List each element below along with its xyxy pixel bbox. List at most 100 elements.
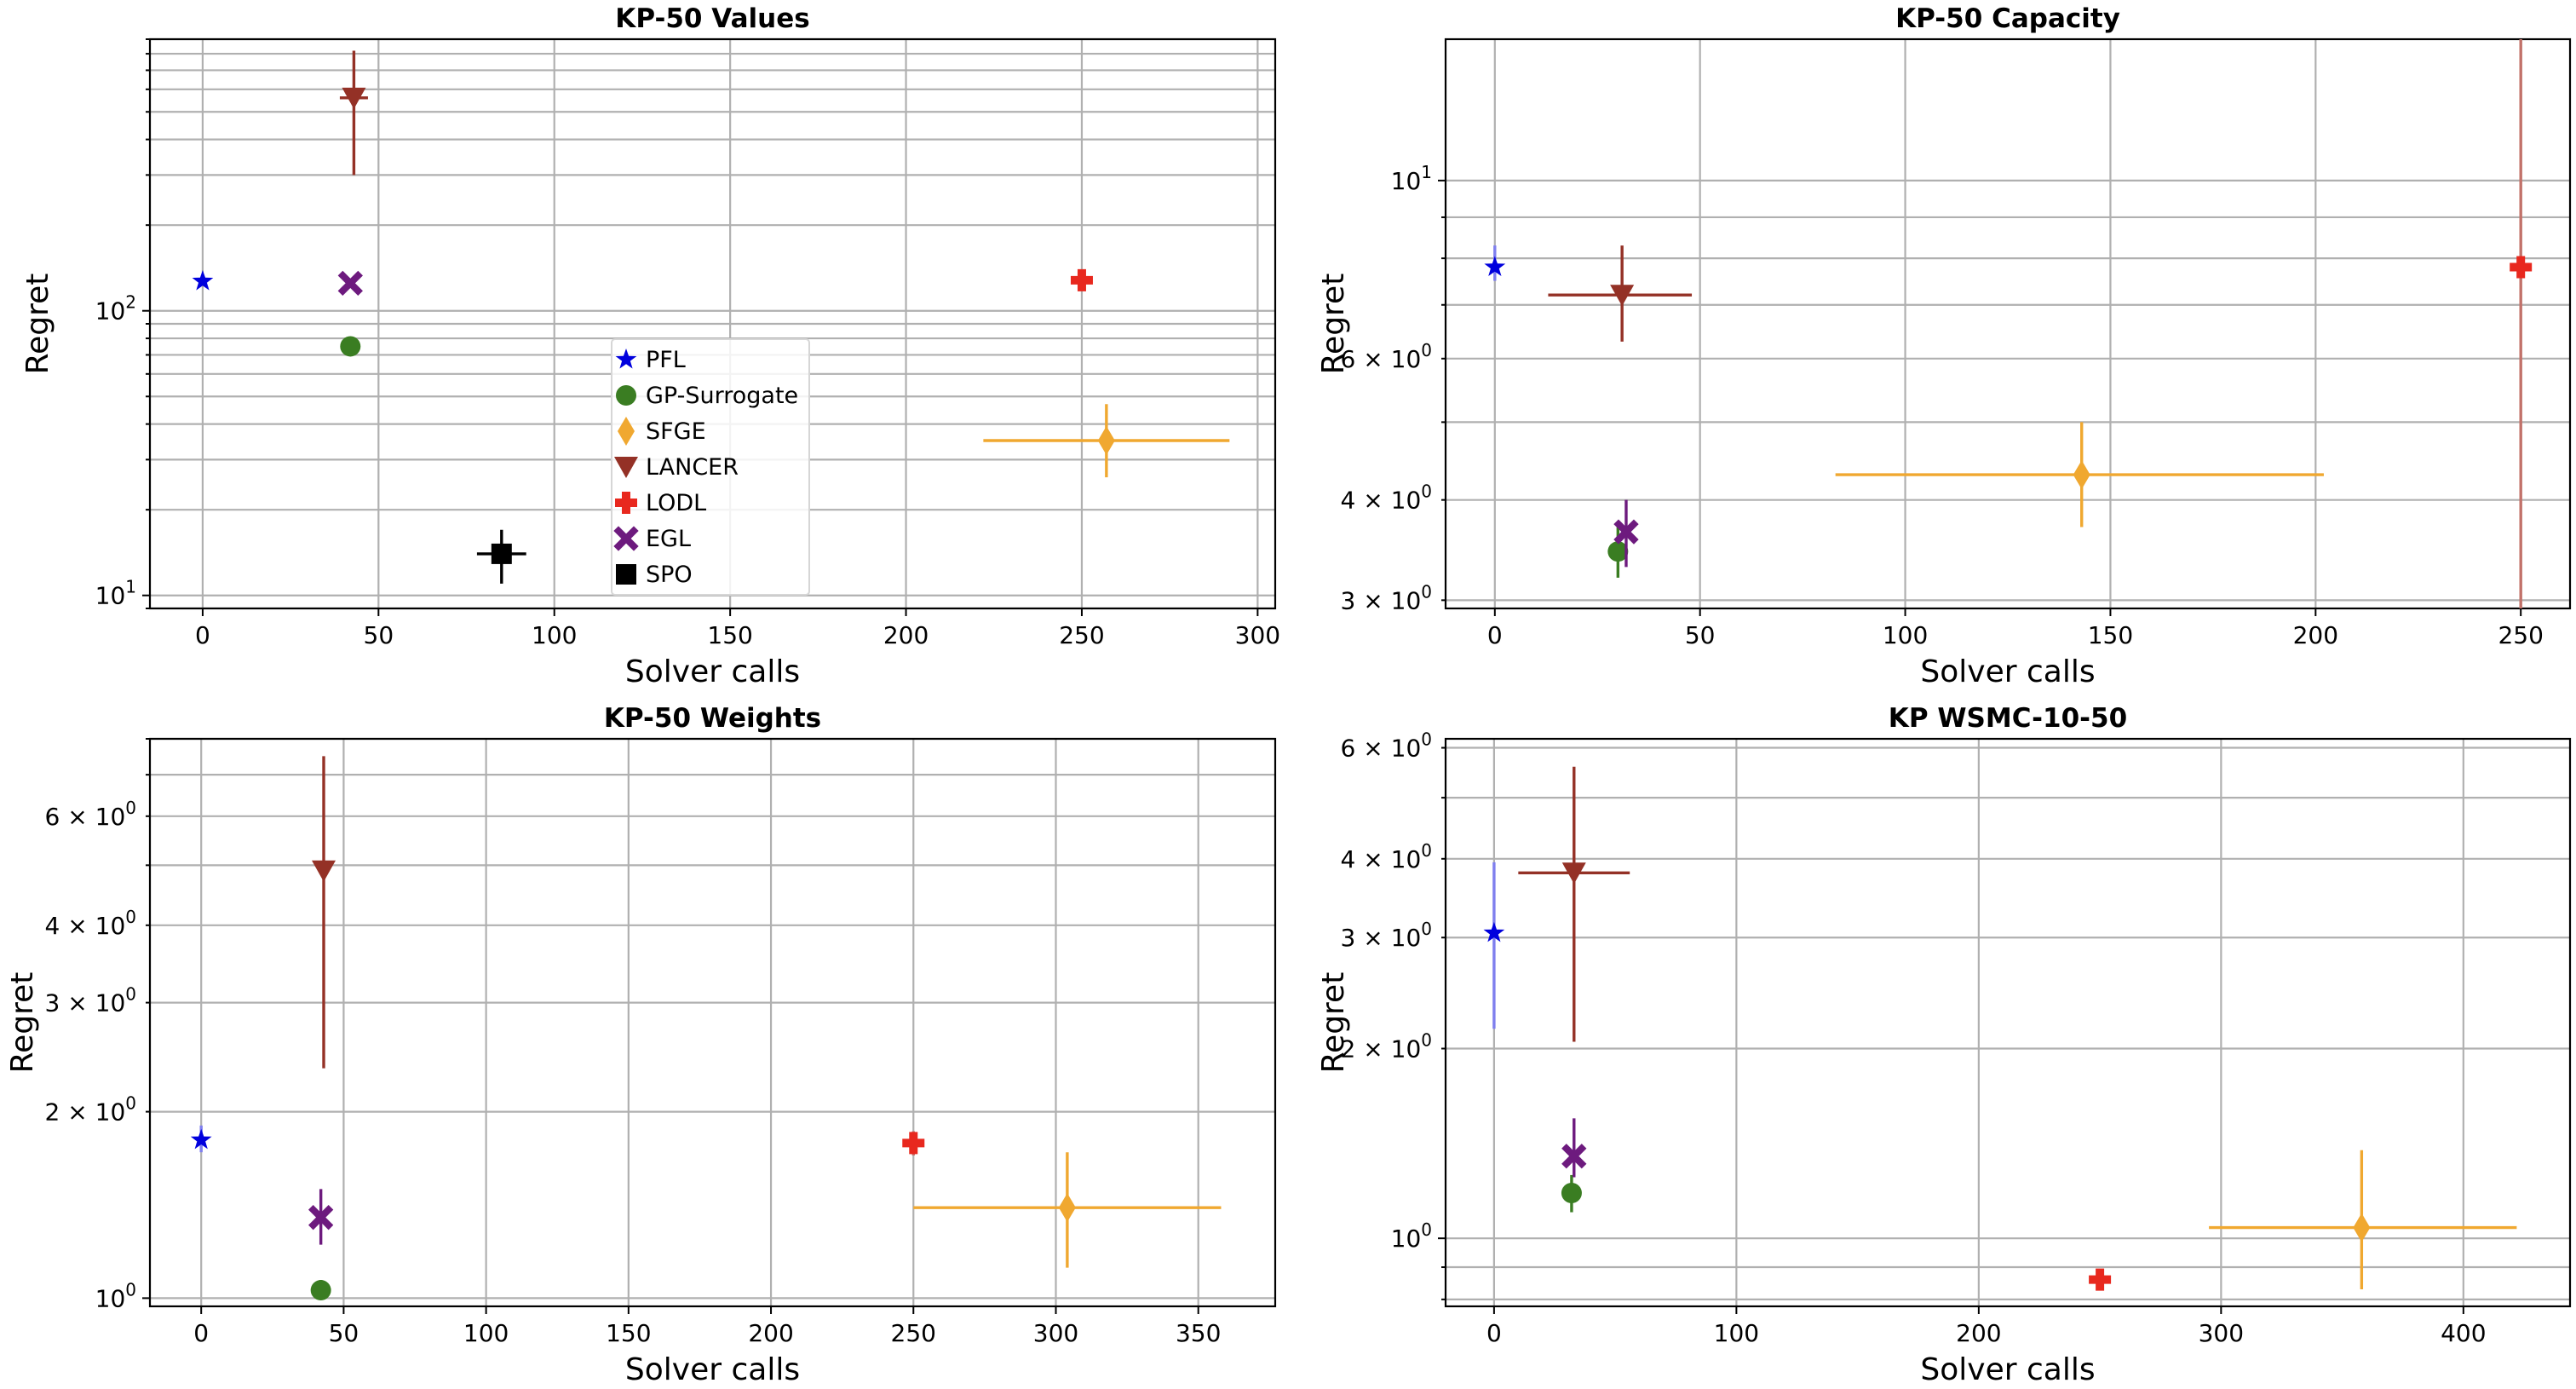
- y-tick-exponent: 0: [125, 907, 136, 927]
- x-tick-label: 0: [195, 621, 210, 649]
- point-gp-surrogate: [1561, 1174, 1582, 1213]
- y-tick-base: 6 × 10: [1341, 735, 1422, 763]
- point-gp-surrogate: [310, 1280, 331, 1301]
- marker-egl: [337, 270, 363, 297]
- x-tick-label: 0: [1487, 621, 1503, 649]
- marker-egl: [308, 1204, 334, 1231]
- marker-lancer: [312, 860, 336, 882]
- point-gp-surrogate: [340, 336, 361, 357]
- point-lancer: [1548, 245, 1693, 342]
- marker-sfge: [1097, 425, 1115, 455]
- y-tick-label: 3 × 100: [1341, 919, 1432, 952]
- marker-pfl: [190, 1128, 212, 1150]
- y-tick-base: 6 × 10: [45, 803, 126, 831]
- legend-label-sfge: SFGE: [646, 418, 706, 445]
- point-sfge: [1835, 422, 2324, 527]
- marker-egl-stroke-b: [337, 270, 363, 297]
- point-egl: [1613, 499, 1639, 568]
- y-tick-label: 2 × 100: [1341, 1029, 1432, 1063]
- point-pfl: [1484, 245, 1506, 281]
- marker-gp-surrogate: [1561, 1183, 1582, 1204]
- x-tick-label: 300: [1033, 1319, 1078, 1347]
- y-tick-label: 101: [95, 577, 136, 610]
- marker-lancer: [1610, 285, 1635, 307]
- panel-kp-50-weights-x-axis-label: Solver calls: [625, 1352, 800, 1387]
- x-tick-label: 0: [1486, 1319, 1502, 1347]
- y-tick-exponent: 0: [1421, 581, 1432, 602]
- marker-lancer: [1561, 862, 1586, 885]
- legend-marker-lancer: [614, 457, 638, 478]
- legend-label-pfl: PFL: [646, 347, 686, 373]
- y-tick-label: 100: [1391, 1219, 1432, 1253]
- marker-pfl: [192, 270, 214, 291]
- marker-gp-surrogate: [1607, 541, 1629, 562]
- y-tick-base: 4 × 10: [1341, 845, 1422, 873]
- y-tick-label: 101: [1391, 162, 1432, 195]
- legend: PFL GP-Surrogate SFGE LANCER LODL EGL SPO: [611, 338, 810, 596]
- y-tick-exponent: 0: [125, 984, 136, 1005]
- y-tick-base: 10: [95, 582, 126, 610]
- y-tick-base: 10: [95, 1284, 126, 1312]
- panel-kp-wsmc-10-50-title: KP WSMC-10-50: [1889, 703, 2127, 734]
- marker-egl: [1613, 519, 1639, 545]
- legend-entry-gp-surrogate: GP-Surrogate: [616, 383, 798, 409]
- point-pfl: [192, 270, 214, 291]
- y-tick-exponent: 0: [1421, 919, 1432, 939]
- y-tick-exponent: 1: [125, 577, 136, 597]
- y-tick-base: 2 × 10: [45, 1098, 126, 1127]
- y-tick-label: 3 × 100: [45, 984, 136, 1017]
- legend-entry-spo: SPO: [616, 562, 693, 588]
- legend-label-spo: SPO: [646, 562, 693, 588]
- panel-kp-50-values-data: [192, 50, 1230, 584]
- marker-lodl: [2510, 256, 2533, 279]
- y-tick-base: 6 × 10: [1341, 345, 1422, 373]
- x-tick-label: 200: [1956, 1319, 2001, 1347]
- point-lodl: [1070, 268, 1093, 291]
- x-tick-label: 100: [463, 1319, 509, 1347]
- x-tick-label: 150: [606, 1319, 651, 1347]
- point-sfge: [983, 404, 1230, 478]
- legend-label-lancer: LANCER: [646, 454, 739, 481]
- x-tick-label: 100: [532, 621, 577, 649]
- y-tick-base: 3 × 10: [1341, 924, 1422, 952]
- legend-entry-lodl: LODL: [615, 490, 706, 516]
- marker-lancer: [342, 87, 366, 109]
- panel-kp-wsmc-10-50-axes-frame: [1444, 737, 2572, 1308]
- y-tick-label: 6 × 100: [1341, 729, 1432, 763]
- x-tick-label: 50: [329, 1319, 359, 1347]
- legend-marker-lodl: [615, 492, 637, 514]
- panel-kp-50-values-x-axis-label: Solver calls: [625, 654, 800, 689]
- point-sfge: [913, 1152, 1222, 1268]
- marker-lodl: [2089, 1268, 2112, 1291]
- panel-kp-50-weights-y-axis-label: Regret: [5, 972, 40, 1074]
- x-tick-label: 300: [1235, 621, 1280, 649]
- point-egl: [1561, 1118, 1587, 1178]
- point-spo: [476, 529, 526, 584]
- marker-lodl: [1070, 268, 1093, 291]
- marker-sfge: [1058, 1193, 1076, 1223]
- marker-sfge: [2353, 1213, 2371, 1242]
- point-lodl: [2089, 1268, 2112, 1291]
- panel-kp-wsmc-10-50-y-axis-label: Regret: [1316, 972, 1351, 1074]
- point-egl: [308, 1189, 334, 1245]
- y-tick-exponent: 0: [125, 1093, 136, 1114]
- point-lancer: [1518, 766, 1630, 1042]
- panel-kp-50-capacity-axes-frame: [1444, 37, 2572, 610]
- y-tick-label: 6 × 100: [45, 798, 136, 831]
- y-tick-exponent: 0: [1421, 1219, 1432, 1240]
- legend-entry-pfl: PFL: [615, 347, 686, 373]
- legend-marker-gp-surrogate: [616, 385, 636, 406]
- legend-marker-pfl: [615, 349, 637, 369]
- legend-label-egl: EGL: [646, 526, 691, 552]
- legend-marker-spo: [616, 564, 636, 585]
- y-tick-base: 4 × 10: [45, 912, 126, 940]
- y-tick-label: 3 × 100: [1341, 581, 1432, 614]
- legend-entry-sfge: SFGE: [618, 417, 706, 446]
- x-tick-label: 100: [1883, 621, 1928, 649]
- y-tick-exponent: 1: [1421, 162, 1432, 182]
- y-tick-label: 4 × 100: [1341, 481, 1432, 515]
- point-egl: [337, 270, 363, 297]
